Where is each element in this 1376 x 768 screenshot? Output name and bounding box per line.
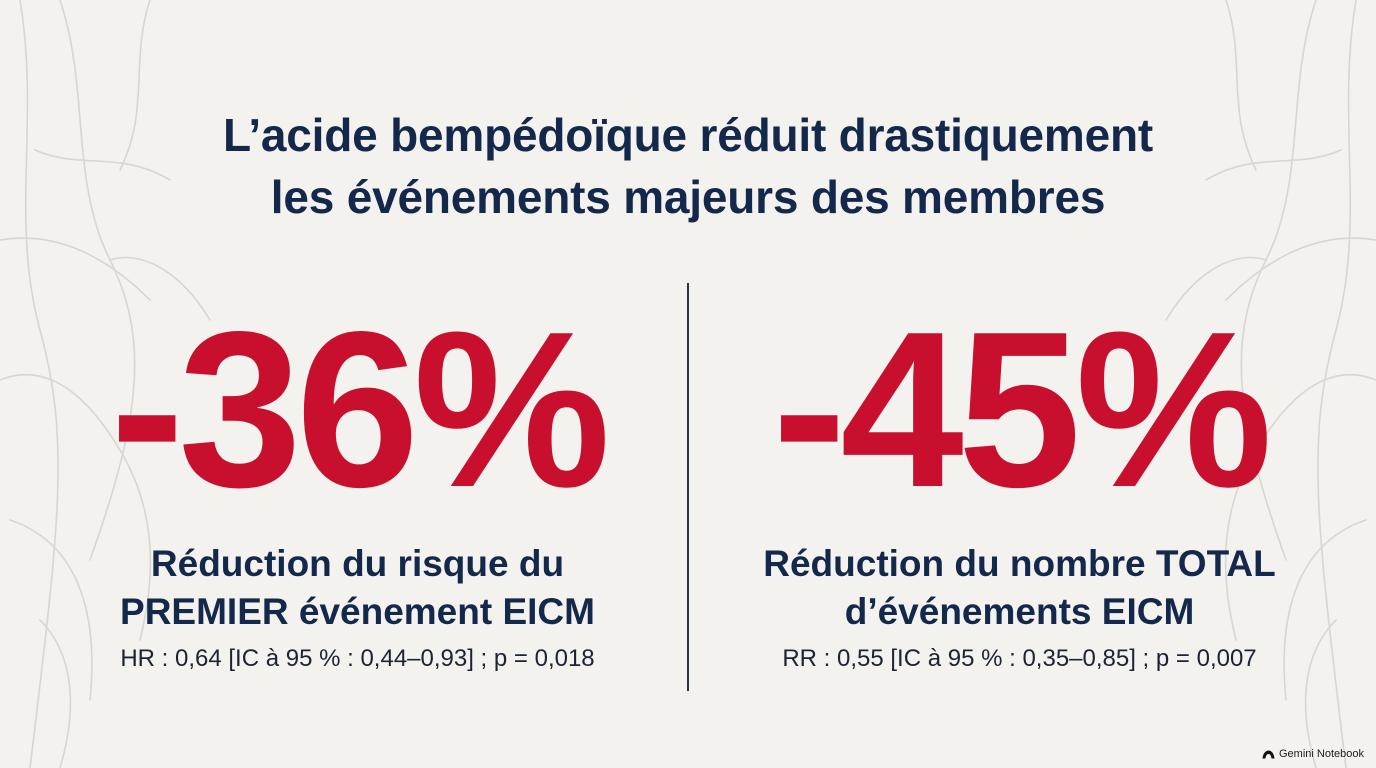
stat-description-line-1: Réduction du nombre TOTAL bbox=[763, 543, 1276, 584]
stat-description-line-2: d’événements EICM bbox=[844, 591, 1195, 632]
stat-value: -36% bbox=[110, 286, 610, 534]
title-line-2: les événements majeurs des membres bbox=[270, 171, 1106, 223]
branding: Gemini Notebook bbox=[1262, 748, 1364, 760]
stat-description: Réduction du nombre TOTAL d’événements E… bbox=[712, 540, 1327, 636]
notebook-logo-icon bbox=[1262, 750, 1275, 758]
column-divider bbox=[687, 283, 689, 691]
stat-value: -45% bbox=[772, 286, 1272, 534]
title-line-1: L’acide bempédoïque réduit drastiquement bbox=[222, 109, 1154, 161]
branding-label: Gemini Notebook bbox=[1279, 748, 1364, 760]
stat-first-event: -36% Réduction du risque du PREMIER évén… bbox=[50, 290, 665, 676]
stat-statistics: RR : 0,55 [IC à 95 % : 0,35–0,85] ; p = … bbox=[782, 645, 1257, 672]
stat-total-events: -45% Réduction du nombre TOTAL d’événeme… bbox=[712, 290, 1327, 676]
stat-description-line-2: PREMIER événement EICM bbox=[120, 591, 595, 632]
stat-statistics: HR : 0,64 [IC à 95 % : 0,44–0,93] ; p = … bbox=[120, 645, 595, 672]
stat-description-line-1: Réduction du risque du bbox=[150, 543, 565, 584]
stat-description: Réduction du risque du PREMIER événement… bbox=[50, 540, 665, 636]
page-title: L’acide bempédoïque réduit drastiquement… bbox=[0, 104, 1376, 228]
